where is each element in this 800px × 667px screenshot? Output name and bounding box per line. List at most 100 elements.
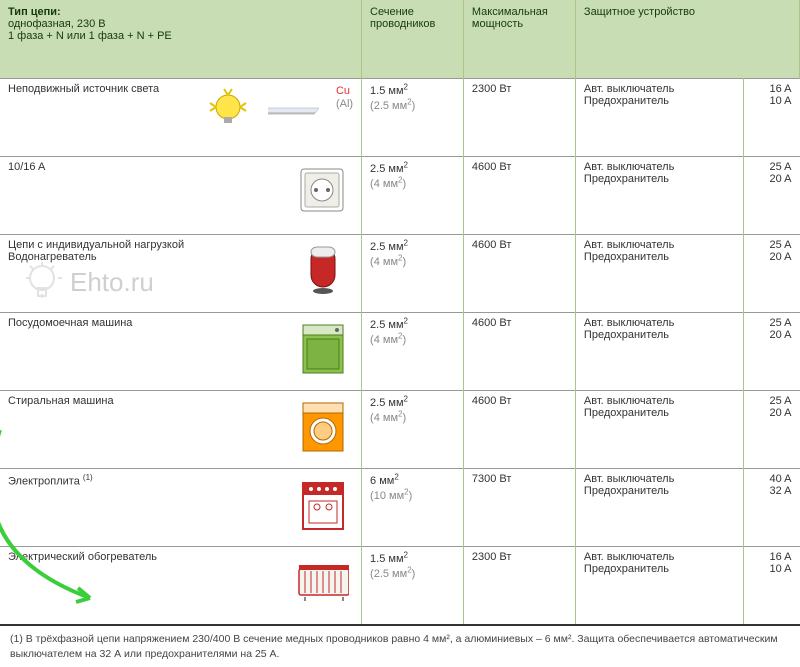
fuse-rating: 10 A: [769, 563, 791, 575]
protection-rating-cell: 25 A20 A: [743, 312, 799, 390]
breaker-rating: 40 A: [769, 473, 791, 485]
breaker-rating: 25 A: [769, 161, 791, 173]
table-row: Стиральная машина 2.5 мм2 (4 мм2) 4600 ВтАв…: [0, 390, 800, 468]
fuse-label: Предохранитель: [584, 173, 669, 185]
appliance-cell: Стиральная машина: [0, 390, 362, 468]
header-protection: Защитное устройство: [575, 0, 799, 78]
protection-rating-cell: 25 A20 A: [743, 156, 799, 234]
cu-label: Cu: [336, 85, 353, 98]
protection-rating-cell: 25 A20 A: [743, 234, 799, 312]
appliance-icon-group: [293, 163, 353, 221]
breaker-rating: 16 A: [769, 551, 791, 563]
fuse-rating: 20 A: [769, 173, 791, 185]
header-line1: Тип цепи:: [8, 6, 61, 18]
section-al: (4 мм2): [370, 412, 406, 424]
section-cu: 2.5 мм2: [370, 319, 408, 331]
appliance-name: 10/16 A: [8, 161, 45, 173]
section-cu: 1.5 мм2: [370, 553, 408, 565]
protection-rating-cell: 16 A10 A: [743, 78, 799, 156]
header-line3: 1 фаза + N или 1 фаза + N + PE: [8, 30, 172, 42]
table-row: Цепи с индивидуальной нагрузкойВодонагре…: [0, 234, 800, 312]
footnote-ref: (1): [83, 473, 93, 482]
fuse-label: Предохранитель: [584, 563, 669, 575]
power-cell: 4600 Вт: [463, 234, 575, 312]
appliance-name: Посудомоечная машина: [8, 317, 132, 329]
heater-icon: [293, 553, 353, 611]
fuse-rating: 20 A: [769, 251, 791, 263]
appliance-icon-group: [293, 241, 353, 299]
protection-rating-cell: 16 A10 A: [743, 546, 799, 624]
section-al: (2.5 мм2): [370, 568, 415, 580]
wiring-table: Тип цепи: однофазная, 230 В 1 фаза + N и…: [0, 0, 800, 624]
breaker-rating: 25 A: [769, 317, 791, 329]
table-row: Неподвижный источник света Cu(Al) 1.5 мм2 (…: [0, 78, 800, 156]
section-cell: 1.5 мм2 (2.5 мм2): [362, 546, 464, 624]
table-row: Электроплита (1) 6 мм2 (10 мм2) 7300 Вт Авт.…: [0, 468, 800, 546]
appliance-icon-group: Cu(Al): [204, 85, 353, 143]
power-cell: 4600 Вт: [463, 390, 575, 468]
fuse-label: Предохранитель: [584, 251, 669, 263]
appliance-icon-group: [293, 397, 353, 455]
bulb-icon: [204, 85, 264, 143]
breaker-label: Авт. выключатель: [584, 83, 674, 95]
section-cell: 2.5 мм2(4 мм2): [362, 234, 464, 312]
table-row: Электрический обогреватель 1.5 мм2 (2.5 мм…: [0, 546, 800, 624]
breaker-label: Авт. выключатель: [584, 473, 674, 485]
power-cell: 2300 Вт: [463, 78, 575, 156]
section-cu: 6 мм2: [370, 475, 399, 487]
appliance-icon-group: [293, 319, 353, 377]
appliance-name2: Водонагреватель: [8, 251, 97, 263]
appliance-name: Стиральная машина: [8, 395, 114, 407]
fuse-rating: 20 A: [769, 329, 791, 341]
protection-rating-cell: 25 A20 A: [743, 390, 799, 468]
footnote: (1) В трёхфазной цепи напряжением 230/40…: [0, 624, 800, 667]
protection-rating-cell: 40 A32 A: [743, 468, 799, 546]
socket-icon: [293, 163, 353, 221]
appliance-cell: Посудомоечная машина: [0, 312, 362, 390]
section-al: (2.5 мм2): [370, 100, 415, 112]
fuse-rating: 10 A: [769, 95, 791, 107]
appliance-name: Неподвижный источник света: [8, 83, 159, 95]
appliance-name: Электрический обогреватель: [8, 551, 157, 563]
appliance-name: Электроплита: [8, 475, 83, 487]
power-cell: 4600 Вт: [463, 312, 575, 390]
fuse-rating: 20 A: [769, 407, 791, 419]
section-al: (4 мм2): [370, 334, 406, 346]
appliance-icon-group: [293, 553, 353, 611]
section-cell: 2.5 мм2 (4 мм2): [362, 390, 464, 468]
protection-device-cell: Авт. выключательПредохранитель: [575, 234, 743, 312]
section-al: (10 мм2): [370, 490, 412, 502]
section-cell: 6 мм2 (10 мм2): [362, 468, 464, 546]
power-cell: 7300 Вт: [463, 468, 575, 546]
breaker-label: Авт. выключатель: [584, 161, 674, 173]
appliance-cell: Электроплита (1): [0, 468, 362, 546]
fuse-label: Предохранитель: [584, 329, 669, 341]
header-section: Сечение проводников: [362, 0, 464, 78]
appliance-cell: Неподвижный источник света Cu(Al): [0, 78, 362, 156]
appliance-cell: 10/16 A: [0, 156, 362, 234]
section-cu: 2.5 мм2: [370, 397, 408, 409]
protection-device-cell: Авт. выключательПредохранитель: [575, 312, 743, 390]
header-line2: однофазная, 230 В: [8, 18, 106, 30]
breaker-label: Авт. выключатель: [584, 317, 674, 329]
breaker-rating: 25 A: [769, 395, 791, 407]
washer-icon: [293, 397, 353, 455]
protection-device-cell: Авт. выключательПредохранитель: [575, 390, 743, 468]
waterheater-icon: [293, 241, 353, 299]
breaker-label: Авт. выключатель: [584, 551, 674, 563]
protection-device-cell: Авт. выключательПредохранитель: [575, 156, 743, 234]
section-al: (4 мм2): [370, 178, 406, 190]
section-al: (4 мм2): [370, 256, 406, 268]
appliance-name: Цепи с индивидуальной нагрузкой: [8, 239, 184, 251]
fuse-label: Предохранитель: [584, 407, 669, 419]
appliance-icon-group: [293, 475, 353, 533]
appliance-cell: Цепи с индивидуальной нагрузкойВодонагре…: [0, 234, 362, 312]
section-cu: 1.5 мм2: [370, 85, 408, 97]
protection-device-cell: Авт. выключательПредохранитель: [575, 546, 743, 624]
table-row: Посудомоечная машина 2.5 мм2 (4 мм2) 4600 В…: [0, 312, 800, 390]
fuse-rating: 32 A: [769, 485, 791, 497]
table-row: 10/16 A2.5 мм2(4 мм2)4600 ВтАвт. выключа…: [0, 156, 800, 234]
power-cell: 4600 Вт: [463, 156, 575, 234]
conductor-label: Cu(Al): [336, 85, 353, 111]
section-cu: 2.5 мм2: [370, 163, 408, 175]
